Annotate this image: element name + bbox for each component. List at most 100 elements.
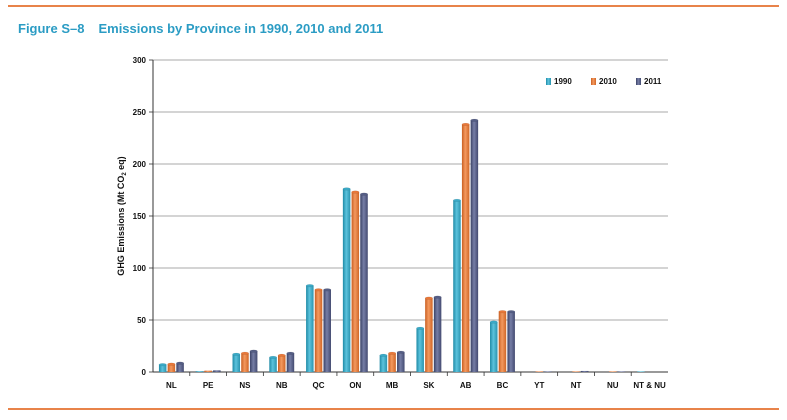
bar-sk-2010 bbox=[425, 298, 433, 372]
figure-number: Figure S–8 bbox=[18, 21, 85, 36]
bar-ab-2010 bbox=[461, 124, 470, 372]
x-tick-label: NL bbox=[166, 381, 177, 390]
bar-cap bbox=[360, 192, 368, 196]
bar-sk-2011 bbox=[433, 297, 442, 372]
y-tick-label: 100 bbox=[133, 264, 147, 273]
bar-cap bbox=[461, 122, 470, 126]
legend-swatch-2010 bbox=[591, 78, 596, 85]
bar-ns-2010 bbox=[241, 353, 249, 372]
x-tick-label: NT bbox=[571, 381, 582, 390]
bar-mb-2010 bbox=[388, 353, 396, 372]
y-tick-label: 300 bbox=[133, 56, 147, 65]
bar-bc-2010 bbox=[498, 311, 507, 372]
bar-ns-2011 bbox=[249, 351, 258, 372]
y-tick-label: 250 bbox=[133, 108, 147, 117]
bar-pe-1990 bbox=[195, 371, 204, 372]
x-tick-label: NB bbox=[276, 381, 288, 390]
bar-ns-1990 bbox=[232, 354, 241, 372]
bar-pe-2010 bbox=[204, 370, 212, 372]
bar-nt-nu-1990 bbox=[637, 371, 645, 372]
legend-swatch-2011 bbox=[636, 78, 641, 85]
x-tick-label: NS bbox=[239, 381, 251, 390]
bar-cap bbox=[286, 351, 295, 355]
x-tick-label: PE bbox=[203, 381, 214, 390]
bar-sk-1990 bbox=[416, 328, 424, 372]
bar-cap bbox=[379, 353, 388, 357]
bar-cap bbox=[489, 320, 498, 324]
bar-cap bbox=[416, 326, 425, 330]
x-tick-label: AB bbox=[460, 381, 472, 390]
bar-yt-2010 bbox=[535, 371, 543, 372]
bar-cap bbox=[470, 118, 479, 122]
legend-label-2010: 2010 bbox=[599, 77, 617, 86]
bar-on-2010 bbox=[351, 192, 360, 372]
bar-cap bbox=[351, 190, 360, 194]
bar-cap bbox=[498, 310, 507, 314]
bar-ab-1990 bbox=[453, 200, 461, 372]
legend-label-1990: 1990 bbox=[554, 77, 572, 86]
bar-cap bbox=[396, 350, 405, 354]
top-rule bbox=[8, 5, 779, 7]
gridlines bbox=[153, 59, 668, 321]
bar-bc-2011 bbox=[507, 311, 515, 372]
bar-cap bbox=[388, 351, 397, 355]
y-axis-label: GHG Emissions (Mt CO2 eq) bbox=[116, 156, 128, 275]
bottom-rule bbox=[8, 408, 779, 410]
bar-cap bbox=[232, 352, 241, 356]
bar-qc-1990 bbox=[306, 285, 314, 372]
bar-cap bbox=[158, 363, 167, 367]
bar-nb-2011 bbox=[286, 353, 295, 372]
bar-pe-2011 bbox=[213, 370, 221, 372]
bar-nl-2011 bbox=[176, 363, 184, 372]
x-tick-label: ON bbox=[349, 381, 361, 390]
bar-cap bbox=[305, 284, 314, 288]
bar-cap bbox=[277, 353, 286, 357]
figure-caption: Emissions by Province in 1990, 2010 and … bbox=[98, 21, 384, 36]
bar-yt-2011 bbox=[544, 371, 552, 372]
x-tick-label: SK bbox=[423, 381, 434, 390]
bar-cap bbox=[167, 362, 176, 366]
y-tick-label: 50 bbox=[137, 316, 146, 325]
bar-on-2011 bbox=[360, 194, 368, 372]
bar-bc-1990 bbox=[490, 322, 498, 372]
bars bbox=[158, 118, 645, 372]
bar-cap bbox=[269, 355, 277, 359]
axes bbox=[149, 59, 668, 376]
bar-nu-2010 bbox=[609, 371, 617, 372]
bar-nl-1990 bbox=[158, 364, 167, 372]
figure-title: Figure S–8 Emissions by Province in 1990,… bbox=[18, 21, 383, 36]
bar-nb-1990 bbox=[269, 357, 277, 372]
bar-cap bbox=[453, 198, 461, 202]
legend-swatch-1990 bbox=[546, 78, 551, 85]
bar-on-1990 bbox=[342, 188, 351, 372]
bar-cap bbox=[176, 361, 185, 365]
bar-mb-2011 bbox=[397, 352, 405, 372]
bar-cap bbox=[314, 288, 323, 292]
x-tick-label: NU bbox=[607, 381, 619, 390]
y-tick-label: 0 bbox=[142, 368, 147, 377]
bar-nl-2010 bbox=[167, 364, 176, 372]
tick-labels: 0 50 100 150 200 250 300 NL PE NS NB QC ON MB SK AB BC YT… bbox=[133, 56, 666, 390]
bar-nb-2010 bbox=[278, 355, 286, 372]
bar-cap bbox=[241, 351, 249, 355]
bar-cap bbox=[424, 296, 433, 300]
bar-qc-2011 bbox=[323, 289, 331, 372]
y-tick-label: 200 bbox=[133, 160, 147, 169]
bar-nu-2011 bbox=[617, 371, 626, 372]
x-tick-label: NT & NU bbox=[633, 381, 666, 390]
bar-cap bbox=[323, 288, 332, 292]
bar-cap bbox=[342, 187, 351, 191]
bar-mb-1990 bbox=[379, 355, 388, 372]
bar-cap bbox=[433, 295, 442, 299]
legend: 1990 2010 2011 bbox=[546, 77, 662, 86]
x-tick-label: YT bbox=[534, 381, 544, 390]
x-tick-label: QC bbox=[313, 381, 325, 390]
bar-nt-2011 bbox=[580, 370, 589, 372]
x-tick-label: BC bbox=[497, 381, 509, 390]
y-tick-label: 150 bbox=[133, 212, 147, 221]
x-tick-label: MB bbox=[386, 381, 399, 390]
bar-qc-2010 bbox=[314, 289, 323, 372]
legend-label-2011: 2011 bbox=[644, 77, 662, 86]
bar-cap bbox=[507, 310, 516, 314]
